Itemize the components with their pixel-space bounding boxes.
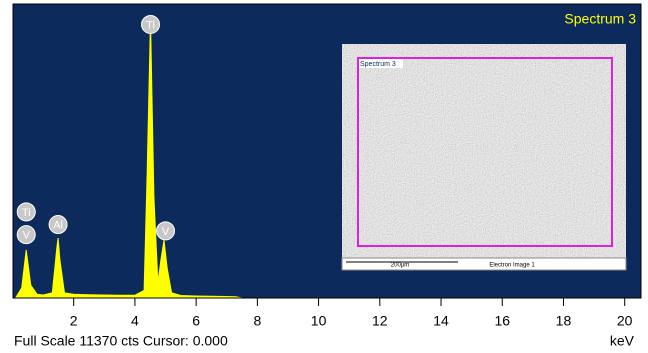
image-caption: Electron Image 1 xyxy=(489,263,535,269)
scale-bar-label: 200µm xyxy=(391,263,409,269)
peak-label: Ti xyxy=(146,19,155,31)
image-footer xyxy=(342,258,626,270)
x-tick-label: 6 xyxy=(192,313,200,329)
x-tick-label: 16 xyxy=(494,313,510,329)
x-tick-label: 20 xyxy=(617,313,633,329)
peak-label: V xyxy=(162,226,170,238)
x-axis-label: keV xyxy=(610,333,635,349)
x-tick-label: 18 xyxy=(556,313,572,329)
image-area xyxy=(342,44,626,258)
x-tick-label: 8 xyxy=(253,313,261,329)
x-tick-label: 12 xyxy=(372,313,388,329)
x-tick-label: 14 xyxy=(433,313,449,329)
image-label: Spectrum 3 xyxy=(360,61,396,68)
footer: Full Scale 11370 cts Cursor: 0.000 xyxy=(14,333,228,349)
peak-label: Ti xyxy=(22,207,31,219)
x-tick-label: 4 xyxy=(131,313,139,329)
x-tick-label: 2 xyxy=(70,313,78,329)
electron-image: Spectrum 3 200µm Electron Image 1 xyxy=(342,44,626,270)
peak-label: V xyxy=(23,230,31,242)
spectrum-title: Spectrum 3 xyxy=(564,11,636,27)
x-tick-label: 10 xyxy=(311,313,327,329)
eds-spectrum: Spectrum 3 Spectrum 3 200µm Electron Ima… xyxy=(0,0,648,353)
peak-label: Al xyxy=(53,219,63,231)
